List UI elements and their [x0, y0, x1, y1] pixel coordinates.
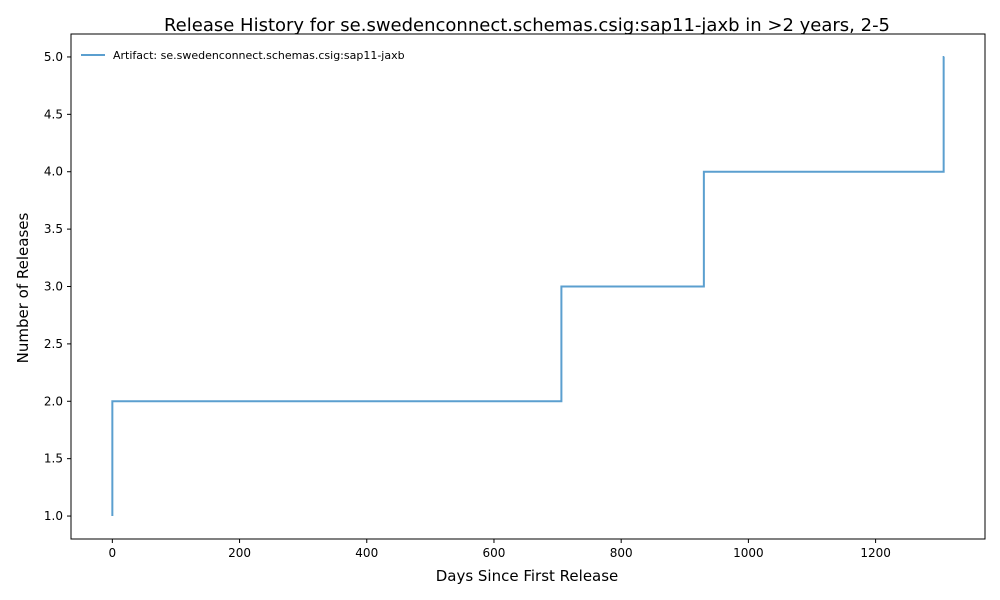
y-tick-label: 3.5	[44, 222, 63, 236]
y-axis-ticks: 1.0 1.5 2.0 2.5 3.0 3.5 4.0 4.5 5.0	[44, 50, 71, 523]
x-tick-label: 0	[109, 546, 117, 560]
chart-title: Release History for se.swedenconnect.sch…	[164, 15, 890, 36]
x-axis-ticks: 0 200 400 600 800 1000 1200	[109, 539, 891, 560]
legend: Artifact: se.swedenconnect.schemas.csig:…	[81, 49, 405, 62]
y-tick-label: 4.5	[44, 107, 63, 121]
legend-label: Artifact: se.swedenconnect.schemas.csig:…	[113, 49, 405, 62]
y-tick-label: 1.0	[44, 509, 63, 523]
y-axis-label: Number of Releases	[14, 212, 32, 363]
x-tick-label: 800	[610, 546, 633, 560]
x-tick-label: 200	[228, 546, 251, 560]
y-tick-label: 3.0	[44, 280, 63, 294]
y-tick-label: 2.5	[44, 337, 63, 351]
plot-area-frame	[70, 33, 986, 540]
y-tick-label: 1.5	[44, 452, 63, 466]
x-tick-label: 400	[355, 546, 378, 560]
y-tick-label: 2.0	[44, 394, 63, 408]
x-axis-label: Days Since First Release	[436, 567, 619, 585]
x-tick-label: 600	[483, 546, 506, 560]
series-layer	[111, 55, 945, 517]
x-tick-label: 1000	[733, 546, 764, 560]
series-line	[111, 55, 945, 517]
y-tick-label: 4.0	[44, 165, 63, 179]
y-tick-label: 5.0	[44, 50, 63, 64]
x-tick-label: 1200	[860, 546, 891, 560]
